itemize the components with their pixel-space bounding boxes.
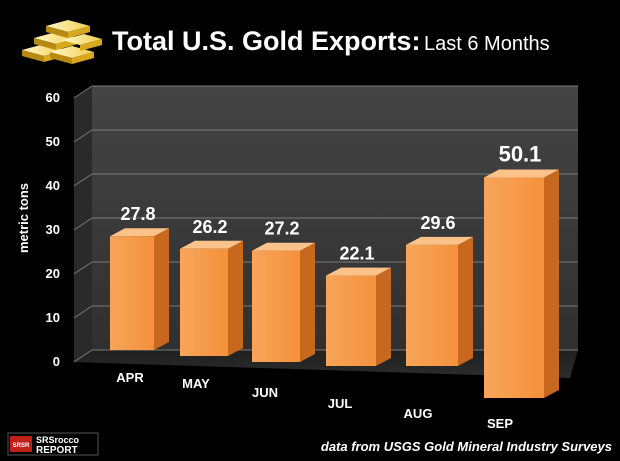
bar (252, 250, 300, 362)
gold-bars-icon (22, 20, 102, 64)
bar-side (228, 240, 243, 356)
y-tick-label: 50 (46, 134, 60, 149)
srsrocco-logo: SRSR SRSrocco REPORT (7, 432, 99, 456)
bar-side (544, 169, 559, 398)
bar-top (326, 267, 391, 276)
bar-value-label: 29.6 (420, 213, 455, 233)
bar-value-label: 27.2 (264, 219, 299, 239)
x-category-label: AUG (404, 406, 433, 421)
bars (110, 169, 559, 398)
bar-value-label: 22.1 (339, 244, 374, 264)
y-tick-label: 40 (46, 178, 60, 193)
y-tick-label: 20 (46, 266, 60, 281)
bar-side (154, 228, 169, 350)
y-tick-label: 60 (46, 90, 60, 105)
bar-top (406, 236, 473, 245)
x-category-label: JUN (252, 385, 278, 400)
bar (484, 177, 544, 398)
y-axis-ticks: 0 10 20 30 40 50 60 (46, 90, 60, 369)
bar (110, 236, 154, 350)
bar-value-label: 50.1 (499, 142, 542, 167)
bar-top (180, 240, 243, 249)
source-note: data from USGS Gold Mineral Industry Sur… (321, 439, 612, 454)
logo-text-bottom: REPORT (36, 445, 78, 456)
y-tick-label: 30 (46, 222, 60, 237)
gridline-depth (73, 217, 93, 231)
category-labels: APR MAY JUN JUL AUG SEP (116, 370, 513, 431)
x-category-label: MAY (182, 376, 210, 391)
logo-text-top: SRSrocco (36, 435, 80, 445)
x-category-label: APR (116, 370, 144, 385)
x-category-label: SEP (487, 416, 513, 431)
bar-top (110, 228, 169, 237)
gridline-depth (73, 305, 93, 319)
gridline-depth (73, 349, 93, 363)
x-category-label: JUL (328, 396, 353, 411)
bar-side (300, 242, 315, 362)
bar-top (484, 169, 559, 178)
gridline-depth (73, 85, 93, 99)
bar (180, 248, 228, 356)
gridline-depth (73, 261, 93, 275)
y-tick-label: 0 (53, 354, 60, 369)
bar (406, 244, 458, 366)
logo-badge-text: SRSR (13, 443, 30, 449)
logo-badge (10, 436, 32, 452)
value-labels: 27.8 26.2 27.2 22.1 29.6 50.1 (120, 142, 541, 264)
y-axis-label: metric tons (16, 183, 31, 253)
bar-value-label: 27.8 (120, 204, 155, 224)
bar (326, 275, 376, 366)
bar-side (376, 267, 391, 366)
gridline-depth (73, 129, 93, 143)
gridline-depth (73, 173, 93, 187)
bar-value-label: 26.2 (192, 217, 227, 237)
bar-top (252, 242, 315, 251)
y-tick-label: 10 (46, 310, 60, 325)
bar-side (458, 236, 473, 366)
chart-title: Total U.S. Gold Exports: (112, 26, 421, 56)
chart-subtitle: Last 6 Months (424, 33, 550, 55)
